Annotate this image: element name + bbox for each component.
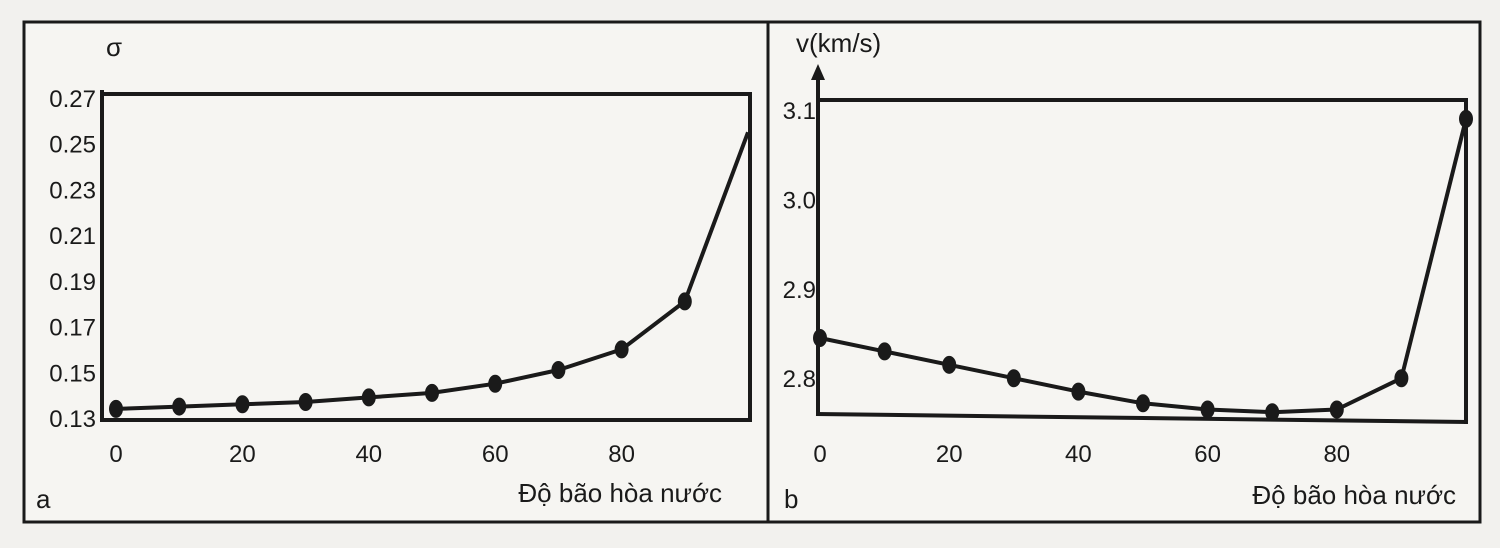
- panel-b-data-point: [1265, 403, 1280, 422]
- panel-a: σ 0.27 0.25 0.23 0.21 0.19 0.17 0.15 0.13 0 20 40…: [36, 32, 752, 514]
- panel-a-letter: a: [36, 484, 51, 514]
- panel-b-data-point: [877, 342, 892, 361]
- panel-b-data-point: [1006, 369, 1021, 388]
- panel-b-xtick-label: 0: [813, 441, 826, 468]
- panel-a-data-point: [551, 361, 566, 379]
- panel-b-data-point: [1394, 369, 1409, 388]
- panel-a-xtick-label: 40: [355, 441, 382, 468]
- panel-b-ytick-label: 2.9: [783, 277, 816, 304]
- panel-a-data-point: [361, 388, 376, 407]
- panel-b-data-point: [942, 355, 957, 374]
- panel-a-ytick-label: 0.21: [49, 223, 96, 250]
- panel-b-ytick-label: 2.8: [783, 366, 816, 393]
- panel-b-ytick-label: 3.0: [783, 187, 816, 214]
- panel-b-xtick-label: 40: [1065, 441, 1092, 468]
- panel-a-xtick-label: 20: [229, 441, 256, 468]
- panel-a-ytick-label: 0.15: [49, 360, 96, 387]
- panel-b-xtick-label: 80: [1323, 441, 1350, 468]
- panel-b-data-point: [1136, 394, 1150, 413]
- panel-a-data-point: [172, 397, 187, 416]
- panel-a-data-point: [488, 374, 503, 393]
- panel-b-xlabel: Độ bão hòa nước: [1252, 480, 1456, 510]
- panel-b-y-arrow: [811, 64, 825, 80]
- panel-a-ytick-label: 0.19: [49, 269, 96, 296]
- panel-a-data-point: [235, 395, 250, 414]
- panel-a-ytick-label: 0.17: [49, 315, 96, 342]
- panel-a-xtick-label: 80: [608, 441, 635, 468]
- panel-b-x-axis: [815, 412, 1469, 424]
- panel-a-data-point: [109, 399, 123, 418]
- panel-b-data-point: [1071, 382, 1086, 401]
- panel-b-letter: b: [784, 484, 798, 514]
- panel-a-xlabel: Độ bão hòa nước: [518, 478, 722, 508]
- panel-a-data-point: [614, 340, 629, 359]
- panel-a-ytick-label: 0.13: [49, 406, 96, 433]
- panel-a-xtick-label: 60: [482, 441, 509, 468]
- panel-a-ytick-label: 0.27: [49, 86, 96, 113]
- panel-b: v(km/s) 3.1 3.0 2.9 2.8 0 20 40 60 80 Độ bão hò…: [783, 28, 1473, 514]
- panel-b-xtick-label: 20: [936, 441, 963, 468]
- panel-a-data-point: [425, 383, 439, 402]
- panel-b-data-point: [813, 328, 827, 347]
- panel-b-data-point: [1459, 109, 1473, 128]
- panel-b-data-point: [1329, 400, 1344, 419]
- panel-a-ytick-label: 0.23: [49, 177, 96, 204]
- panel-b-ytick-label: 3.1: [783, 98, 816, 125]
- panel-b-data-point: [1200, 400, 1215, 419]
- panel-a-xtick-label: 0: [109, 441, 122, 468]
- panel-b-xtick-label: 60: [1194, 441, 1221, 468]
- panel-a-data-point: [298, 393, 313, 411]
- panel-a-ytick-label: 0.25: [49, 132, 96, 159]
- panel-b-ylabel: v(km/s): [796, 28, 881, 58]
- panel-a-ylabel: σ: [106, 32, 122, 62]
- panel-a-data-point: [677, 292, 692, 311]
